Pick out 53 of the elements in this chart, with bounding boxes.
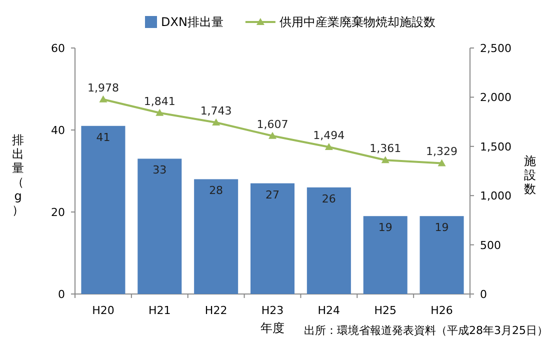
y2-tick-label: 2,500 (480, 42, 512, 55)
bar (250, 183, 295, 294)
bar (306, 187, 351, 294)
y2-axis-title: 施設数 (524, 154, 536, 196)
legend-label: DXN排出量 (161, 15, 224, 29)
y-axis-title: 排出量（g） (12, 133, 24, 217)
point (438, 159, 446, 166)
data-label: 1,361 (370, 142, 402, 156)
legend-label: 供用中産業廃棄物焼却施設数 (279, 15, 436, 29)
x-tick-label: H21 (148, 304, 171, 317)
data-label: 1,743 (200, 104, 232, 118)
point (324, 142, 333, 150)
data-label: 19 (434, 221, 449, 234)
bar (194, 179, 238, 294)
bar (138, 158, 182, 294)
data-label: 1,841 (144, 94, 176, 108)
bar (81, 126, 126, 294)
y2-tick-label: 500 (480, 238, 501, 252)
y-tick-label: 60 (51, 42, 65, 55)
x-tick-label: H20 (92, 304, 114, 317)
point (156, 108, 164, 116)
point (99, 95, 108, 102)
data-label: 1,329 (426, 145, 458, 158)
x-tick-label: H24 (318, 304, 340, 317)
y2-tick-label: 2,000 (480, 91, 512, 104)
text: 出所：環境省報道発表資料（平成28年3月25日） (304, 324, 548, 337)
data-label: 1,607 (256, 118, 288, 131)
y-tick-label: 20 (51, 206, 65, 219)
legend: 供用中産業廃棄物焼却施設数 (245, 15, 436, 29)
x-tick-label: H26 (430, 304, 453, 317)
data-label: 19 (378, 221, 392, 234)
x-tick-label: H25 (374, 304, 396, 317)
x-axis-title: 年度 (260, 321, 284, 335)
point (268, 132, 276, 139)
point (381, 156, 390, 164)
y2-tick-label: 1,500 (480, 140, 512, 154)
data-label: 28 (209, 184, 224, 198)
data-label: 41 (96, 130, 110, 144)
data-label: 1,494 (313, 128, 345, 142)
data-label: 1,978 (87, 81, 119, 94)
data-label: 27 (266, 188, 280, 202)
x-tick-label: H23 (261, 304, 284, 317)
data-label: 33 (152, 164, 167, 177)
y-tick-label: 0 (58, 288, 65, 301)
legend: DXN排出量 (145, 15, 224, 29)
data-label: 26 (322, 192, 336, 206)
y-tick-label: 40 (51, 124, 65, 137)
bar (363, 216, 408, 294)
x-tick-label: H22 (204, 304, 228, 317)
point (212, 118, 220, 126)
y2-tick-label: 0 (480, 288, 487, 301)
y2-tick-label: 1,000 (480, 190, 512, 203)
bar (420, 216, 464, 294)
